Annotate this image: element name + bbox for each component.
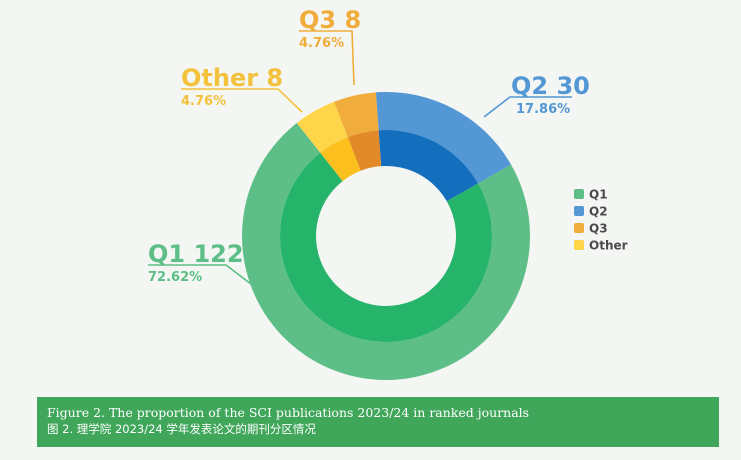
figure-caption: Figure 2. The proportion of the SCI publ… [37, 397, 719, 447]
label-q1-count: Q1 122 [148, 240, 244, 268]
inner-slice-q3 [347, 130, 382, 171]
leader-line-q1 [148, 264, 273, 301]
donut-chart-svg: Q1 122 72.62% Q2 30 17.86% Q3 8 4.76% Other 8 4… [148, 6, 628, 381]
outer-slice-q3 [334, 92, 379, 138]
legend-label-other: Other [589, 239, 628, 253]
leader-line-q3 [299, 30, 355, 86]
legend-label-q1: Q1 [589, 188, 608, 202]
outer-slice-q2 [375, 92, 512, 184]
legend-swatch-q2 [574, 206, 584, 216]
label-q3-count: Q3 8 [299, 6, 361, 34]
inner-slice-q2 [378, 130, 479, 202]
donut-chart: Q1 122 72.62% Q2 30 17.86% Q3 8 4.76% Other 8 4… [148, 6, 628, 381]
legend-label-q3: Q3 [589, 222, 608, 236]
legend-swatch-other [574, 240, 584, 250]
leader-line-q2 [483, 96, 572, 118]
legend: Q1 Q2 Q3 Other [574, 188, 628, 253]
leader-line-other [181, 88, 303, 113]
inner-ring [280, 130, 492, 343]
legend-swatch-q3 [574, 223, 584, 233]
label-q1-percent: 72.62% [148, 270, 202, 285]
outer-slice-other [296, 101, 348, 153]
legend-label-q2: Q2 [589, 205, 608, 219]
outer-ring [242, 92, 531, 381]
outer-slice-q1 [242, 122, 531, 381]
label-q2-percent: 17.86% [516, 102, 570, 117]
inner-slice-q1 [280, 152, 492, 343]
label-other-count: Other 8 [181, 64, 283, 92]
legend-swatch-q1 [574, 189, 584, 199]
inner-slice-other [320, 137, 361, 182]
label-q2-count: Q2 30 [511, 72, 590, 100]
label-other-percent: 4.76% [181, 94, 226, 109]
label-q3-percent: 4.76% [299, 36, 344, 51]
slice-labels: Q1 122 72.62% Q2 30 17.86% Q3 8 4.76% Other 8 4… [148, 6, 590, 285]
caption-english: Figure 2. The proportion of the SCI publ… [47, 405, 530, 420]
leader-lines [148, 30, 572, 301]
caption-chinese: 图 2. 理学院 2023/24 学年发表论文的期刊分区情况 [47, 422, 316, 436]
